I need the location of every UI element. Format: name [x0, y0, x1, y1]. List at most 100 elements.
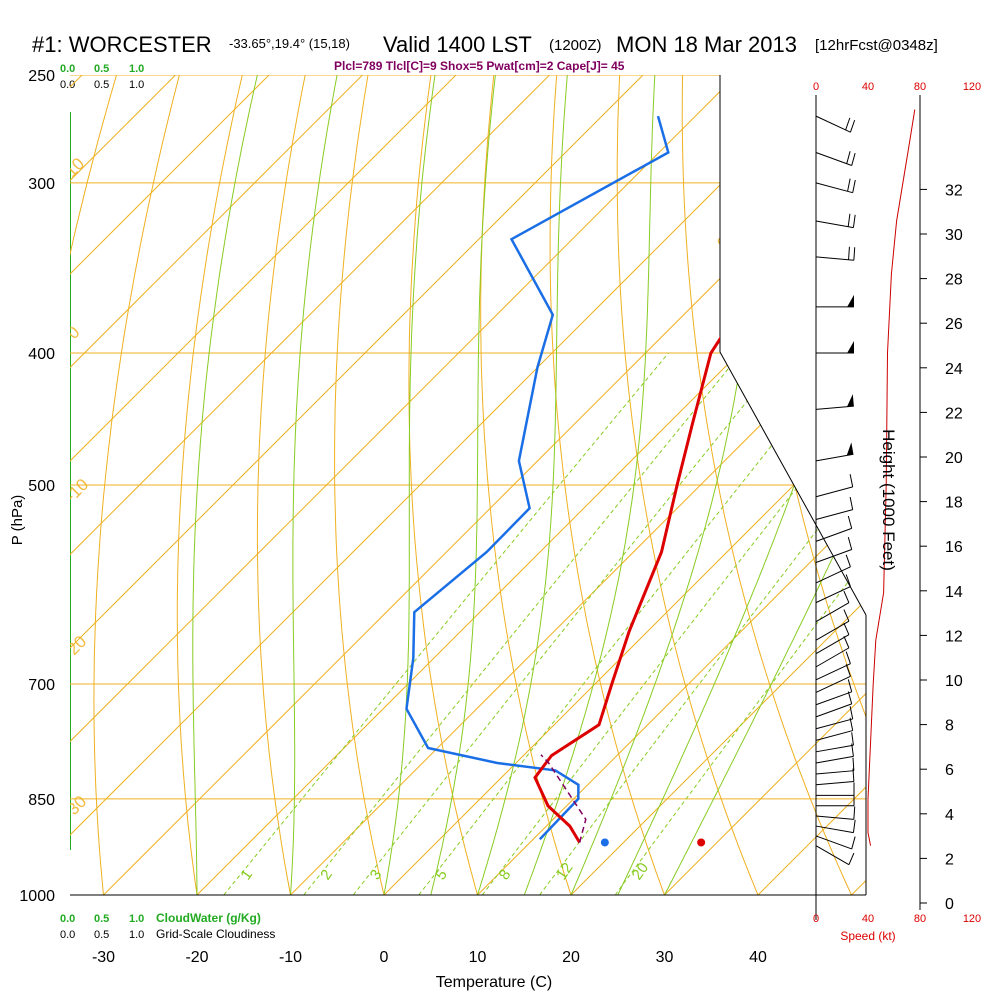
barb-flag: [847, 679, 853, 692]
wind-barb: [816, 782, 855, 796]
x-tick-20: 20: [562, 949, 580, 966]
mixing-ratio-20: [614, 352, 866, 895]
barb-flag: [847, 536, 853, 550]
bottom-cloud-scale: 0.0 0.5 1.0 CloudWater (g/Kg) 0.0 0.5 1.…: [60, 911, 275, 941]
mixing-ratio-label-3: 3: [367, 867, 386, 884]
bottom-green-2: 1.0: [129, 913, 144, 925]
height-tick-2: 2: [945, 851, 954, 868]
height-tick-22: 22: [945, 405, 963, 422]
barb-flag: [845, 117, 851, 131]
speed-bottom-80: 80: [914, 913, 926, 925]
dry-adiabat--30: [93, 75, 180, 895]
barb-staff: [815, 691, 852, 706]
wind-barb: [816, 294, 854, 308]
barb-staff: [815, 647, 850, 668]
wind-barb: [815, 679, 853, 706]
wind-barb: [815, 536, 853, 563]
p-label-1000: 1000: [19, 888, 55, 905]
barb-flag: [845, 554, 851, 568]
barb-staff: [815, 770, 854, 775]
barb-flag: [849, 706, 854, 720]
mixing-ratio-label-5: 5: [432, 867, 451, 884]
isotherm--20: [196, 75, 866, 895]
wind-barb: [815, 835, 856, 850]
mixing-ratio-label-2: 2: [317, 867, 336, 884]
isotherm-label-right-20: 20: [782, 456, 809, 483]
p-label-250: 250: [28, 68, 55, 85]
barb-flag: [852, 819, 856, 833]
wind-barb: [815, 691, 853, 718]
speed-bottom-40: 40: [862, 913, 874, 925]
dry-adiabat-30: [549, 75, 665, 895]
barb-flag: [846, 151, 851, 164]
barb-staff: [815, 730, 853, 741]
dry-adiabat-90: [934, 75, 1000, 895]
height-tick-10: 10: [945, 673, 963, 690]
forecast-run: [12hrFcst@0348z]: [815, 37, 938, 54]
height-tick-4: 4: [945, 807, 954, 824]
station-title: #1: WORCESTER: [32, 32, 212, 57]
wind-barb: [815, 442, 854, 462]
x-tick--30: -30: [92, 949, 115, 966]
barb-staff: [815, 486, 853, 498]
wind-barb: [815, 496, 854, 520]
barb-flag: [851, 732, 854, 746]
barb-flag: [848, 852, 855, 865]
wind-barbs: [815, 115, 856, 866]
frame-diagonal: [719, 351, 867, 616]
moist-adiabat-10: [477, 75, 568, 895]
mixing-ratio-label-20: 20: [629, 860, 652, 883]
isotherm-label--10: -10: [61, 475, 92, 506]
barb-pennant: [847, 394, 854, 407]
mixing-ratio-label-12: 12: [553, 860, 576, 883]
moist-adiabat-5: [430, 75, 496, 895]
barb-pennant: [847, 341, 854, 354]
barb-pennant: [846, 442, 854, 456]
speed-axis-label: Speed (kt): [840, 929, 895, 943]
cloudiness-label: Grid-Scale Cloudiness: [156, 927, 275, 941]
barb-staff: [815, 566, 851, 584]
top-cloud-scale: 0.0 0.5 1.0 0.0 0.5 1.0: [60, 63, 144, 91]
wind-speed-profile: [867, 109, 916, 846]
mixing-ratio-label-8: 8: [496, 867, 515, 884]
isotherm-label-right-10: 10: [734, 361, 761, 388]
x-tick--20: -20: [185, 949, 208, 966]
barb-flag: [853, 247, 856, 261]
barb-flag: [849, 474, 854, 487]
bottom-black-1: 0.5: [94, 929, 109, 941]
x-tick-30: 30: [656, 949, 674, 966]
barb-staff: [815, 620, 850, 641]
height-tick-16: 16: [945, 539, 963, 556]
speed-bottom-0: 0: [813, 913, 819, 925]
barb-staff: [815, 815, 854, 820]
barb-flag: [845, 664, 851, 677]
speed-top-0: 0: [813, 81, 819, 93]
isotherm-10: [477, 75, 866, 895]
bottom-black-0: 0.0: [60, 929, 75, 941]
barb-staff: [815, 220, 854, 229]
bottom-green-0: 0.0: [60, 913, 75, 925]
isotherm--100: [70, 75, 270, 895]
barb-flag: [847, 691, 853, 705]
barb-staff: [815, 602, 850, 623]
barb-flag: [852, 757, 855, 771]
valid-time: Valid 1400 LST: [383, 32, 532, 57]
isotherm-label-10: 10: [61, 154, 88, 181]
barb-staff: [815, 663, 851, 681]
station-coords: -33.65°,19.4° (15,18): [229, 36, 350, 51]
dry-adiabat-40: [616, 75, 759, 895]
top-green-2: 1.0: [129, 63, 144, 75]
dry-adiabat--10: [256, 75, 306, 895]
height-tick-6: 6: [945, 762, 954, 779]
top-black-2: 1.0: [129, 79, 144, 91]
barb-staff: [815, 755, 854, 764]
p-label-300: 300: [28, 176, 55, 193]
wind-barb: [815, 515, 853, 542]
top-black-0: 0.0: [60, 79, 75, 91]
wind-barb: [815, 717, 854, 741]
barb-flag: [847, 515, 853, 529]
wind-barb: [815, 246, 856, 261]
height-tick-26: 26: [945, 316, 963, 333]
barb-staff: [815, 825, 854, 834]
